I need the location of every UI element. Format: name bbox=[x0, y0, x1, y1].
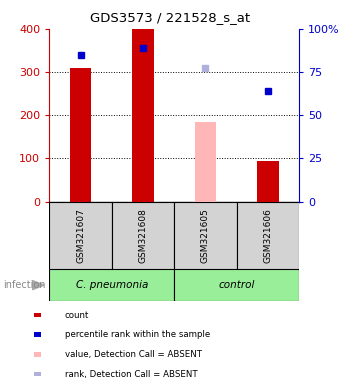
Text: percentile rank within the sample: percentile rank within the sample bbox=[65, 330, 210, 339]
Text: infection: infection bbox=[3, 280, 46, 290]
Text: C. pneumonia: C. pneumonia bbox=[75, 280, 148, 290]
Polygon shape bbox=[32, 280, 44, 290]
Bar bbox=[174, 269, 299, 301]
Bar bbox=[49, 269, 174, 301]
Bar bbox=[70, 68, 91, 202]
Text: GDS3573 / 221528_s_at: GDS3573 / 221528_s_at bbox=[90, 12, 250, 25]
Text: GSM321606: GSM321606 bbox=[264, 208, 272, 263]
Text: GSM321605: GSM321605 bbox=[201, 208, 210, 263]
Bar bbox=[194, 122, 217, 202]
Bar bbox=[174, 202, 237, 269]
Text: rank, Detection Call = ABSENT: rank, Detection Call = ABSENT bbox=[65, 370, 197, 379]
Text: GSM321607: GSM321607 bbox=[76, 208, 85, 263]
Bar bbox=[112, 202, 174, 269]
Bar bbox=[34, 352, 41, 357]
Text: GSM321608: GSM321608 bbox=[138, 208, 148, 263]
Text: control: control bbox=[219, 280, 255, 290]
Bar bbox=[257, 161, 279, 202]
Bar bbox=[237, 202, 299, 269]
Bar bbox=[49, 202, 112, 269]
Bar bbox=[34, 372, 41, 376]
Bar bbox=[34, 313, 41, 318]
Text: value, Detection Call = ABSENT: value, Detection Call = ABSENT bbox=[65, 350, 202, 359]
Text: count: count bbox=[65, 311, 89, 319]
Bar bbox=[132, 29, 154, 202]
Bar bbox=[34, 333, 41, 337]
